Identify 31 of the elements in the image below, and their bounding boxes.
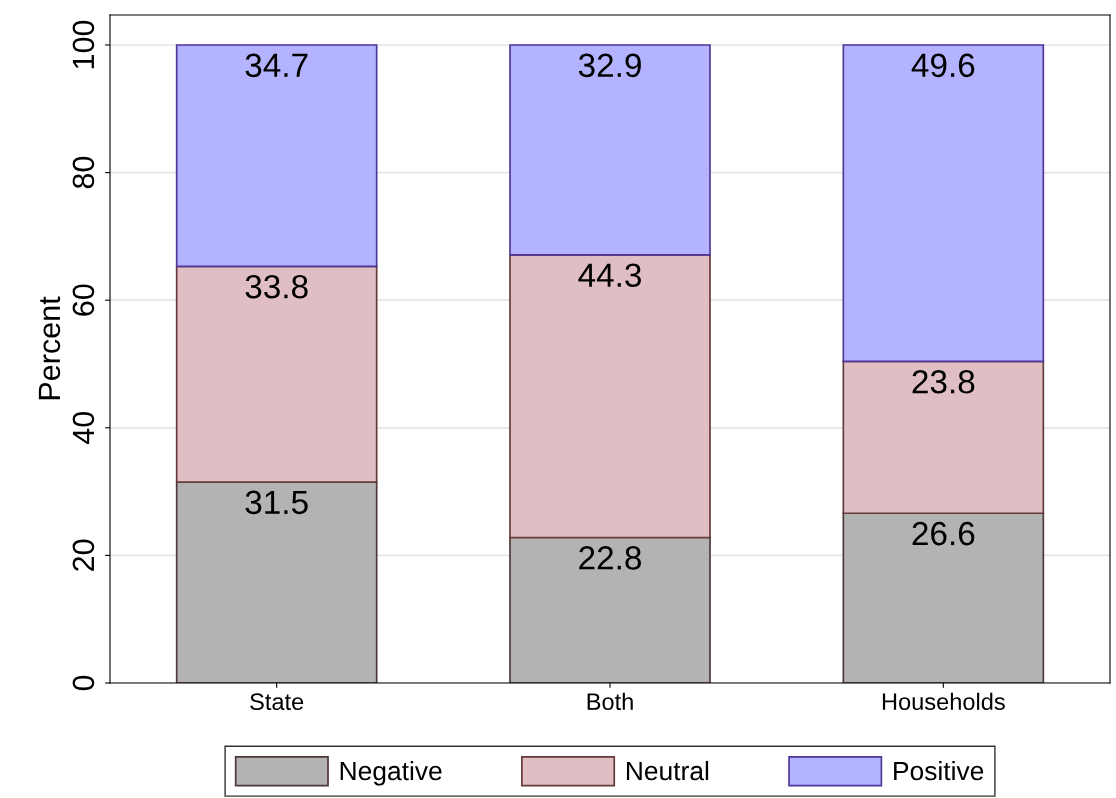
legend-label: Negative bbox=[340, 760, 442, 786]
x-tick-label: State bbox=[250, 693, 304, 711]
bar bbox=[175, 44, 378, 268]
data-label: 31.5 bbox=[245, 490, 308, 515]
bar bbox=[842, 512, 1045, 683]
data-label: 44.3 bbox=[578, 263, 641, 288]
y-tick-label: 80 bbox=[72, 156, 95, 189]
data-label: 23.8 bbox=[912, 369, 975, 394]
bar bbox=[175, 481, 378, 683]
x-tick-label: Both bbox=[587, 692, 633, 711]
y-tick-label: 40 bbox=[72, 411, 95, 445]
data-label: 34.7 bbox=[245, 53, 308, 78]
data-label: 22.8 bbox=[579, 546, 641, 570]
y-tick-label: 0 bbox=[72, 675, 95, 691]
bar bbox=[509, 254, 711, 539]
y-tick-label: 20 bbox=[72, 539, 95, 571]
y-tick-label: 100 bbox=[72, 20, 95, 69]
bar bbox=[175, 265, 378, 483]
legend-label: Positive bbox=[894, 760, 984, 781]
data-label: 26.6 bbox=[912, 521, 975, 546]
y-tick-label: 60 bbox=[72, 284, 95, 316]
bar bbox=[842, 360, 1045, 515]
bar bbox=[842, 44, 1045, 363]
y-axis-title: Percent bbox=[38, 296, 61, 400]
data-label: 32.9 bbox=[578, 53, 641, 78]
bar bbox=[509, 536, 711, 683]
legend-label: Neutral bbox=[626, 760, 709, 781]
data-label: 33.8 bbox=[245, 274, 308, 299]
data-label: 49.6 bbox=[911, 53, 975, 78]
x-tick-label: Households bbox=[882, 692, 1005, 711]
bar bbox=[509, 44, 711, 256]
